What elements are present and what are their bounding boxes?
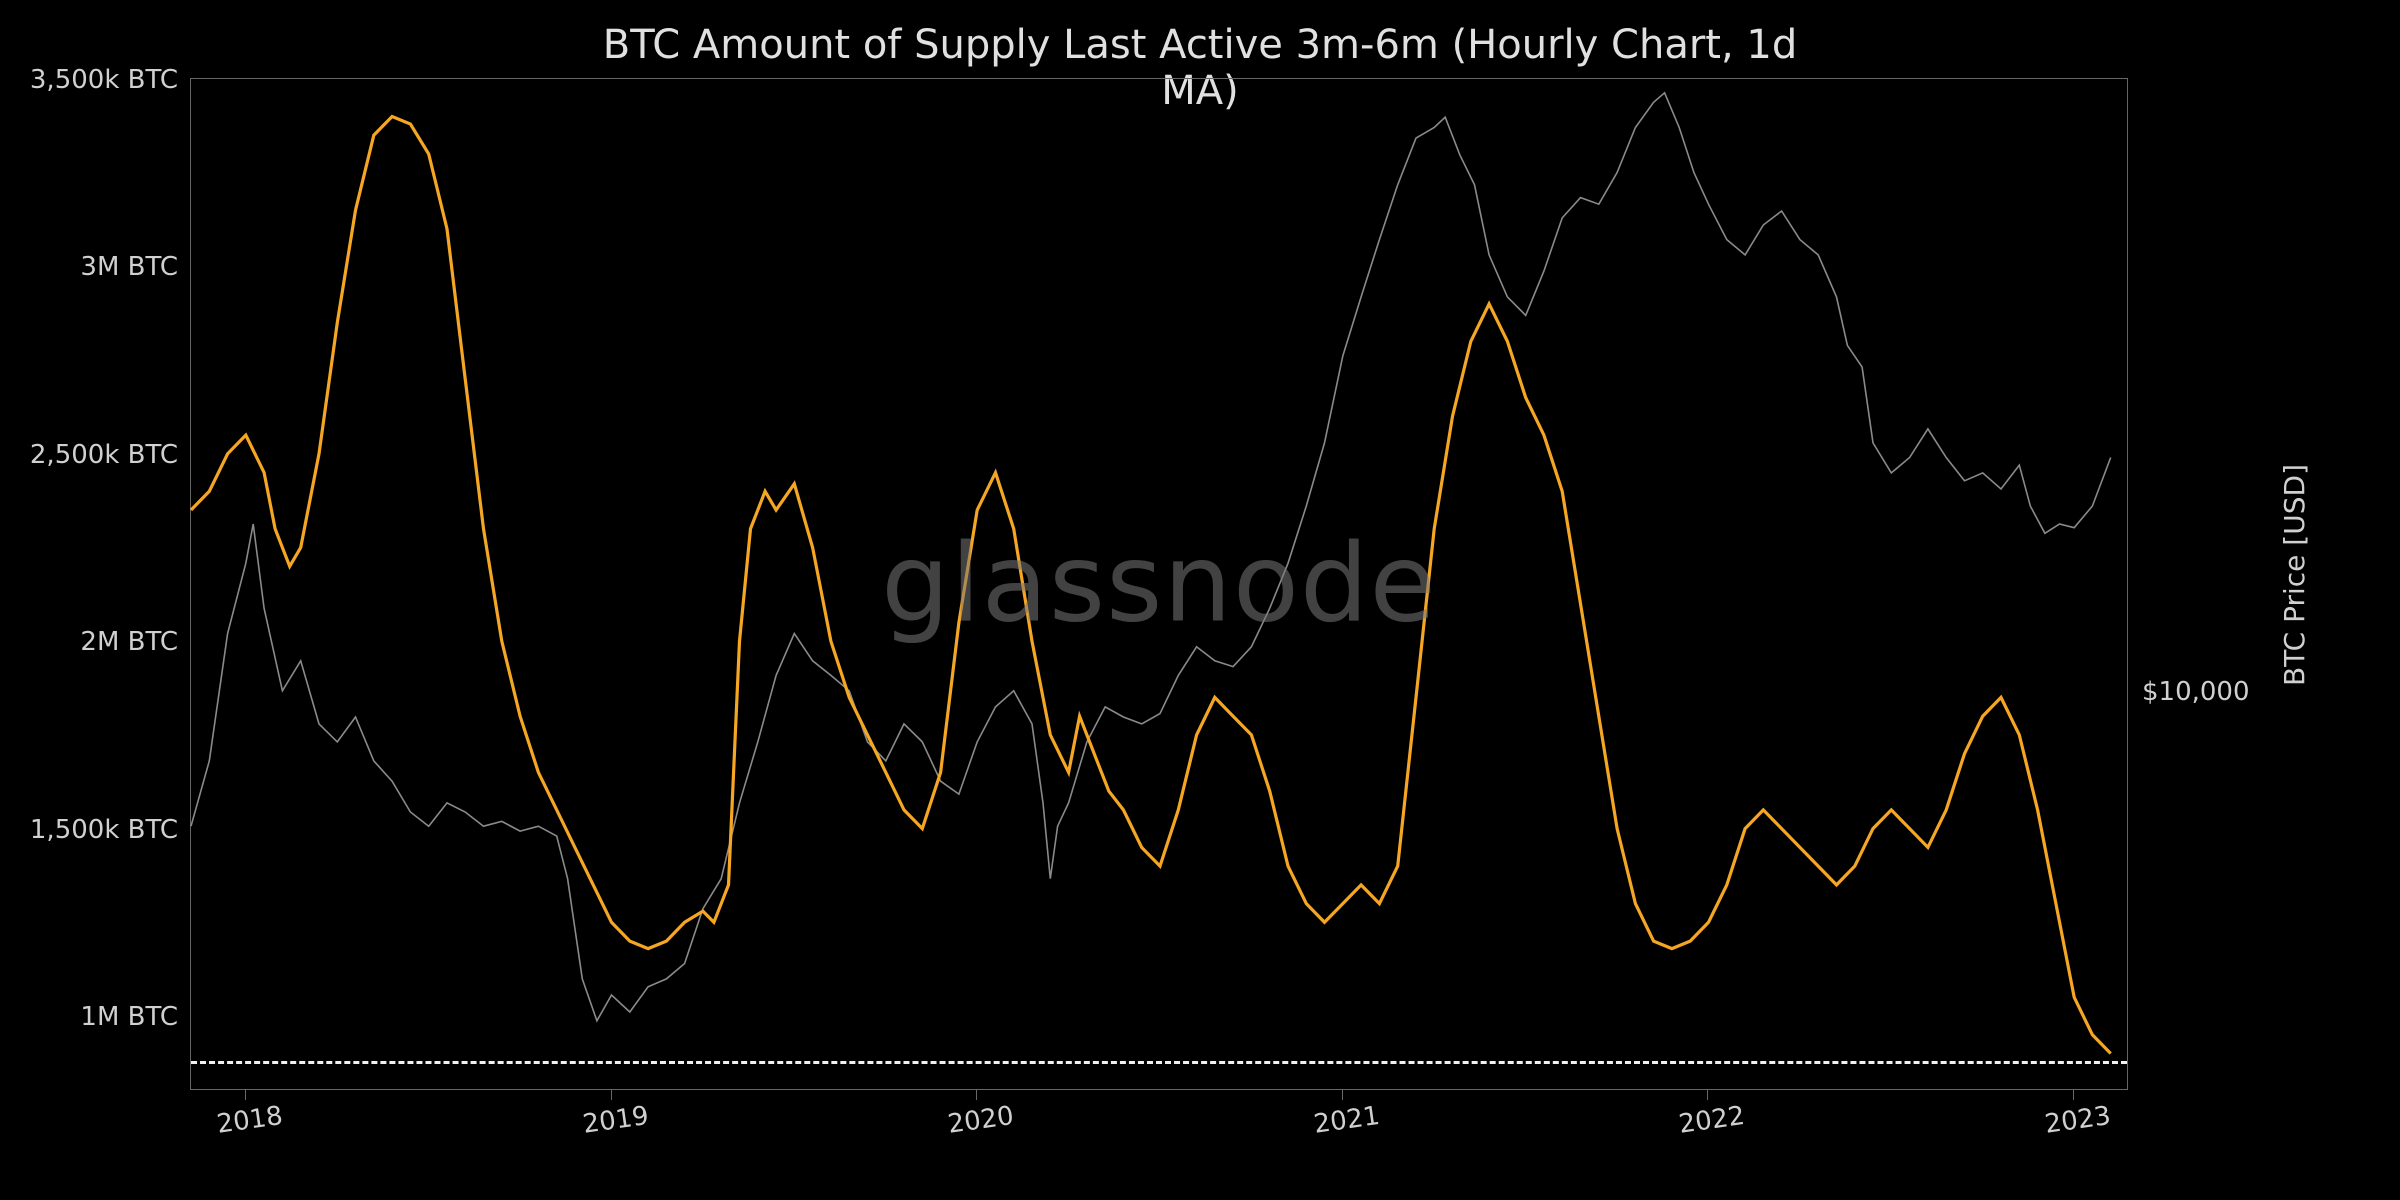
x-tick-label: 2020 [946, 1101, 1016, 1140]
x-tick-label: 2021 [1312, 1101, 1382, 1140]
x-tick-mark [611, 1090, 612, 1100]
plot-area: glassnode [190, 78, 2128, 1090]
chart-container: BTC Amount of Supply Last Active 3m-6m (… [0, 0, 2400, 1200]
reference-dashed-line [191, 1061, 2127, 1064]
y-left-tick-label: 3M BTC [80, 252, 178, 282]
y-right-tick-label: $10,000 [2142, 677, 2250, 707]
y-right-axis-title: BTC Price [USD] [2278, 464, 2311, 686]
x-tick-label: 2022 [1677, 1101, 1747, 1140]
y-left-tick-label: 3,500k BTC [30, 65, 178, 95]
x-tick-mark [1707, 1090, 1708, 1100]
x-tick-mark [245, 1090, 246, 1100]
line-series-svg [191, 79, 2129, 1091]
supply-line [191, 117, 2111, 1054]
x-tick-label: 2018 [215, 1101, 285, 1140]
y-left-tick-label: 2M BTC [80, 627, 178, 657]
x-tick-mark [1342, 1090, 1343, 1100]
x-tick-mark [976, 1090, 977, 1100]
x-tick-mark [2073, 1090, 2074, 1100]
x-tick-label: 2019 [580, 1101, 650, 1140]
y-left-tick-label: 1,500k BTC [30, 815, 178, 845]
y-left-tick-label: 2,500k BTC [30, 440, 178, 470]
btc-price-line [191, 93, 2111, 1021]
y-left-tick-label: 1M BTC [80, 1002, 178, 1032]
x-tick-label: 2023 [2043, 1101, 2113, 1140]
